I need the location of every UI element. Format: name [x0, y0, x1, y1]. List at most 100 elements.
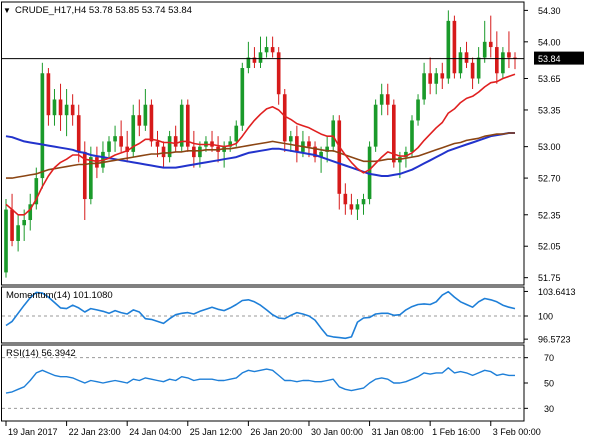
time-tick-label: 25 Jan 12:00	[190, 427, 242, 437]
candle-body	[307, 141, 311, 147]
price-tick-label: 52.05	[538, 242, 561, 252]
candle-body	[288, 136, 293, 142]
candle-body	[113, 136, 117, 142]
candle-body	[385, 94, 390, 105]
price-tick-label: 53.35	[538, 105, 561, 115]
candle-body	[131, 115, 136, 152]
candle-body	[155, 141, 160, 147]
candle-body	[264, 47, 269, 53]
candle-body	[482, 41, 487, 58]
candle-body	[22, 220, 26, 226]
rsi-tick-label: 70	[544, 353, 554, 363]
candle-body	[331, 120, 336, 147]
candle-body	[458, 52, 463, 74]
candle-body	[276, 52, 281, 95]
candle-body	[270, 47, 275, 53]
candle-body	[40, 73, 45, 179]
price-tick-label: 54.00	[538, 37, 561, 47]
candle-body	[361, 199, 366, 205]
candle-body	[179, 104, 184, 147]
price-tick-label: 52.35	[538, 210, 561, 220]
candle-body	[507, 52, 511, 58]
price-tick-label: 53.65	[538, 74, 561, 84]
candle-body	[167, 136, 172, 158]
candle-body	[64, 104, 69, 116]
candle-body	[125, 146, 130, 152]
candle-body	[282, 94, 287, 142]
current-price-badge	[534, 51, 584, 65]
candle-body	[349, 204, 354, 210]
candle-body	[325, 146, 329, 152]
candle-body	[379, 94, 384, 105]
momentum-line	[5, 290, 516, 340]
candle-body	[488, 41, 493, 48]
time-tick-label: 24 Jan 04:00	[129, 427, 181, 437]
candle-body	[173, 136, 178, 147]
candle-body	[355, 204, 360, 210]
rsi-line	[5, 367, 515, 394]
candle-body	[416, 99, 420, 121]
candle-body	[119, 136, 123, 147]
candle-body	[252, 57, 257, 63]
candle-body	[476, 57, 481, 79]
candle-body	[52, 99, 57, 116]
candle-body	[470, 62, 475, 79]
candle-body	[95, 157, 99, 168]
ma-mid-line	[6, 132, 515, 179]
candle-body	[313, 146, 317, 158]
candle-body	[76, 115, 81, 152]
rsi-tick-label: 30	[544, 404, 554, 414]
time-tick-label: 19 Jan 2017	[8, 427, 58, 437]
candle-body	[434, 73, 439, 84]
time-tick-label: 31 Jan 08:00	[372, 427, 424, 437]
candle-body	[258, 52, 263, 63]
candle-body	[149, 104, 154, 142]
candle-body	[373, 104, 378, 147]
price-tick-label: 52.70	[538, 174, 561, 184]
rsi-title: RSI(14) 56.3942	[6, 348, 76, 359]
rsi-frame	[1, 344, 525, 422]
collapse-arrow-icon[interactable]: ▼	[3, 6, 11, 15]
candle-body	[464, 52, 469, 63]
candle-body	[46, 73, 51, 116]
ma-fast-line	[5, 73, 516, 216]
candle-body	[228, 141, 233, 147]
candle-body	[246, 57, 251, 69]
main-price-panel	[2, 10, 524, 278]
candle-body	[82, 151, 87, 200]
candle-body	[10, 209, 14, 241]
candle-body	[34, 178, 39, 205]
candle-body	[501, 52, 505, 74]
time-tick-label: 3 Feb 00:00	[493, 427, 541, 437]
axes-layer: 54.30 54.00 53.65 53.35 53.00 52.70 52.35 52.05…	[1, 1, 584, 437]
candle-body	[337, 120, 342, 194]
candle-body	[452, 20, 457, 74]
momentum-tick-label: 103.6413	[538, 287, 576, 297]
candle-body	[422, 73, 426, 100]
ma-slow-line	[5, 132, 515, 177]
time-tick-label: 22 Jan 23:00	[69, 427, 121, 437]
rsi-panel: RSI(14) 56.3942	[2, 348, 524, 409]
candle-body	[295, 136, 299, 152]
candle-body	[4, 209, 8, 273]
time-tick-label: 1 Feb 16:00	[432, 427, 480, 437]
candle-body	[70, 104, 75, 116]
momentum-tick-label: 96.5723	[538, 335, 571, 345]
candle-body	[446, 20, 451, 79]
rsi-tick-label: 50	[544, 379, 554, 389]
candle-body	[234, 125, 239, 142]
price-tick-label: 54.30	[538, 6, 561, 16]
symbol-header: CRUDE_H17,H4 53.78 53.85 53.74 53.84	[15, 5, 192, 16]
candle-body	[192, 146, 196, 158]
candle-body	[137, 115, 142, 126]
candle-body	[404, 151, 408, 158]
candle-body	[58, 99, 63, 116]
candle-body	[440, 73, 445, 79]
candle-body	[107, 141, 111, 152]
candle-body	[428, 73, 432, 84]
candle-body	[343, 193, 348, 205]
candle-body	[16, 225, 20, 241]
price-tick-label: 51.75	[538, 273, 561, 283]
candle-body	[143, 104, 148, 126]
